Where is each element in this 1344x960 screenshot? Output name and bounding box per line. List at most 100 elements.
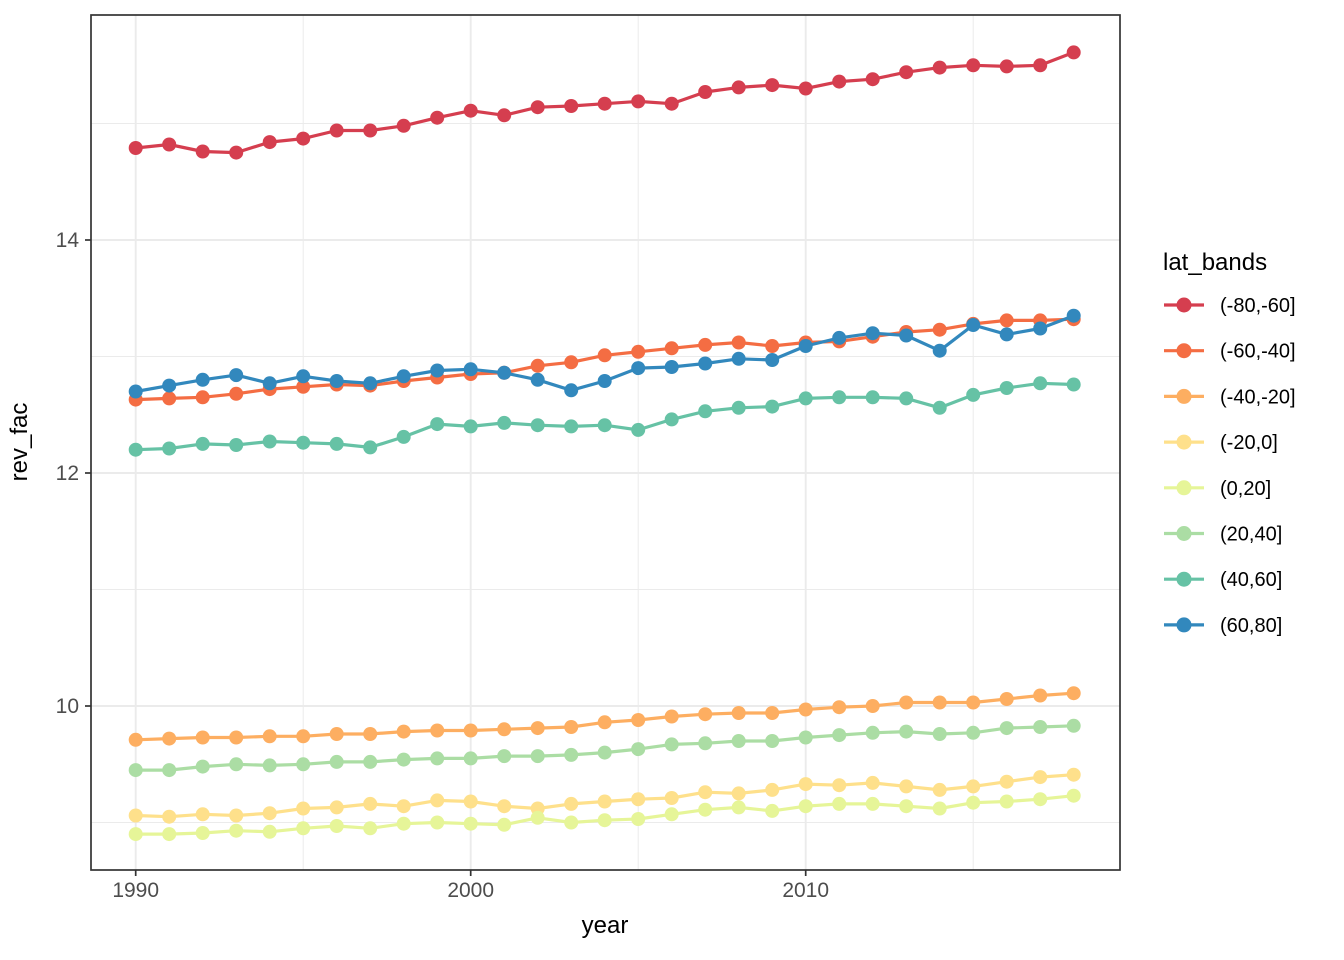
data-point <box>363 376 378 391</box>
legend-label: (20,40] <box>1220 524 1282 546</box>
data-point <box>497 799 512 814</box>
x-tick-label: 1990 <box>112 879 159 902</box>
data-point <box>229 368 244 383</box>
data-point <box>832 330 847 345</box>
data-point <box>396 724 411 739</box>
data-point <box>765 339 780 353</box>
data-point <box>564 419 579 434</box>
data-point <box>530 749 545 764</box>
data-point <box>865 775 880 790</box>
data-point <box>463 794 478 809</box>
data-point <box>631 713 646 727</box>
data-point <box>363 796 378 811</box>
data-point <box>899 799 914 814</box>
data-point <box>966 725 981 740</box>
data-point <box>999 692 1014 706</box>
data-point <box>229 823 244 838</box>
x-tick-label: 2010 <box>782 879 829 902</box>
data-point <box>1033 770 1048 785</box>
data-point <box>262 806 277 821</box>
data-point <box>664 807 679 822</box>
data-point <box>195 436 210 451</box>
data-point <box>798 777 813 792</box>
data-point <box>195 730 210 745</box>
data-point <box>932 782 947 797</box>
data-point <box>296 435 311 450</box>
data-point <box>396 429 411 444</box>
data-point <box>698 785 713 800</box>
data-series-layer <box>128 45 1081 842</box>
data-point <box>262 824 277 839</box>
legend-key-point <box>1176 571 1192 587</box>
data-point <box>899 695 914 710</box>
data-point <box>832 390 847 405</box>
data-point <box>798 391 813 406</box>
data-point <box>195 826 210 840</box>
data-point <box>966 779 981 794</box>
data-point <box>1033 688 1048 703</box>
data-point <box>430 110 445 125</box>
data-point <box>899 65 914 80</box>
data-point <box>363 727 378 741</box>
data-point <box>999 59 1014 74</box>
series-(60,80] <box>128 308 1081 399</box>
axis-ticks <box>85 239 807 876</box>
legend-label: (-60,-40] <box>1220 341 1296 363</box>
legend-item: (-40,-20] <box>1164 386 1296 408</box>
legend-item: (20,40] <box>1164 524 1282 546</box>
data-point <box>564 383 579 398</box>
panel-border <box>90 14 1121 871</box>
legend-key-point <box>1176 297 1192 313</box>
data-point <box>597 96 612 111</box>
legend-label: (-80,-60] <box>1220 295 1296 317</box>
data-point <box>597 813 612 828</box>
data-point <box>597 794 612 809</box>
data-point <box>698 707 713 722</box>
data-point <box>664 737 679 752</box>
data-point <box>262 729 277 744</box>
data-point <box>262 758 277 773</box>
data-point <box>363 754 378 769</box>
data-point <box>195 372 210 387</box>
data-point <box>899 779 914 794</box>
legend-key-point <box>1176 343 1192 359</box>
data-point <box>698 802 713 817</box>
data-point <box>664 341 679 356</box>
data-point <box>731 800 746 815</box>
data-point <box>296 821 311 836</box>
data-point <box>128 384 143 399</box>
data-point <box>765 706 780 720</box>
data-point <box>396 369 411 384</box>
data-point <box>329 436 344 451</box>
data-point <box>999 313 1014 328</box>
data-point <box>798 730 813 745</box>
data-point <box>932 60 947 75</box>
data-point <box>497 749 512 764</box>
data-point <box>128 808 143 823</box>
legend-key-point <box>1176 617 1192 633</box>
data-point <box>631 94 646 109</box>
series-(0,20] <box>128 788 1081 842</box>
data-point <box>195 144 210 159</box>
data-point <box>296 757 311 772</box>
legend-key-point <box>1176 388 1192 404</box>
data-point <box>765 399 780 414</box>
data-point <box>296 131 311 146</box>
data-point <box>497 108 512 123</box>
data-point <box>128 827 143 842</box>
data-point <box>329 374 344 388</box>
data-point <box>195 390 210 405</box>
y-tick-label: 12 <box>56 462 79 485</box>
data-point <box>932 695 947 710</box>
data-point <box>631 812 646 826</box>
data-point <box>530 372 545 387</box>
legend-item: (-20,0] <box>1164 432 1278 454</box>
data-point <box>162 137 177 152</box>
data-point <box>1033 58 1048 73</box>
data-point <box>329 800 344 815</box>
data-point <box>195 807 210 822</box>
data-point <box>1033 321 1048 336</box>
data-point <box>229 757 244 772</box>
data-point <box>664 412 679 427</box>
